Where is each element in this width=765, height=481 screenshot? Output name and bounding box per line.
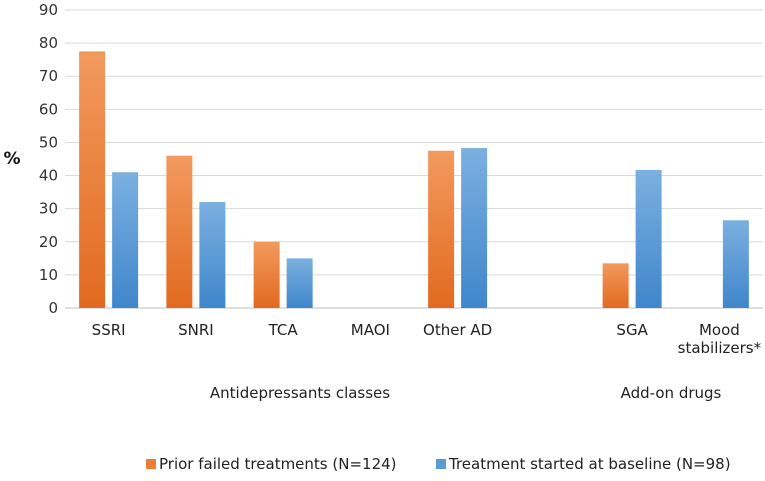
group-label-add-on-drugs: Add-on drugs: [621, 384, 722, 402]
bar-treatment-started: [286, 258, 313, 308]
group-label-antidepressants: Antidepressants classes: [210, 384, 390, 402]
y-tick-label: 90: [39, 1, 58, 19]
bar-treatment-started: [722, 220, 749, 308]
y-tick-label: 60: [39, 100, 58, 118]
y-tick-label: 0: [48, 299, 58, 317]
bar-prior-failed: [79, 51, 106, 309]
y-tick-label: 70: [39, 67, 58, 85]
y-tick-label: 10: [39, 266, 58, 284]
bar-prior-failed: [253, 241, 280, 308]
y-tick-label: 20: [39, 233, 58, 251]
x-category-label: MAOI: [351, 321, 390, 339]
bar-treatment-started: [199, 202, 226, 308]
legend-swatch-treatment-started: [436, 459, 446, 469]
x-category-label: Other AD: [423, 321, 492, 339]
bar-prior-failed: [602, 263, 629, 308]
bar-prior-failed: [428, 150, 455, 308]
x-category-label: SSRI: [92, 321, 126, 339]
y-tick-label: 80: [39, 34, 58, 52]
y-tick-label: 40: [39, 167, 58, 185]
x-category-label: SNRI: [178, 321, 214, 339]
legend-swatch-prior-failed: [146, 459, 156, 469]
legend: Prior failed treatments (N=124) Treatmen…: [146, 455, 731, 473]
bar-prior-failed: [166, 155, 193, 308]
bar-treatment-started: [112, 172, 139, 308]
x-axis-categories: SSRI SNRI TCA MAOI Other AD SGA Moodstabilizer…: [92, 321, 762, 357]
y-tick-label: 30: [39, 200, 58, 218]
x-category-label: Mood: [699, 321, 740, 339]
legend-label-prior-failed: Prior failed treatments (N=124): [159, 455, 397, 473]
y-axis-ticks: 0 10 20 30 40 50 60 70 80 90: [39, 1, 58, 317]
x-category-label: TCA: [268, 321, 299, 339]
y-axis-label: %: [3, 149, 20, 169]
bar-treatment-started: [461, 148, 488, 308]
x-category-label: SGA: [616, 321, 648, 339]
y-tick-label: 50: [39, 133, 58, 151]
x-category-label: stabilizers*: [678, 339, 762, 357]
legend-label-treatment-started: Treatment started at baseline (N=98): [448, 455, 731, 473]
bar-treatment-started: [635, 169, 662, 308]
bars: [79, 51, 749, 309]
